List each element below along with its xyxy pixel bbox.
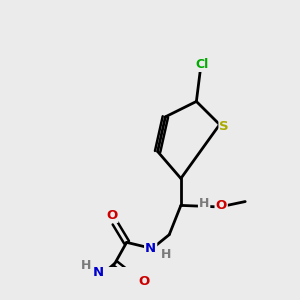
Text: H: H	[81, 259, 92, 272]
Text: N: N	[93, 266, 104, 279]
Text: Cl: Cl	[195, 58, 208, 71]
Text: H: H	[161, 248, 171, 261]
Text: N: N	[145, 242, 156, 255]
Text: S: S	[220, 120, 229, 133]
Text: O: O	[216, 199, 227, 212]
Text: H: H	[199, 197, 209, 210]
Text: O: O	[138, 275, 149, 288]
Text: O: O	[106, 209, 118, 222]
